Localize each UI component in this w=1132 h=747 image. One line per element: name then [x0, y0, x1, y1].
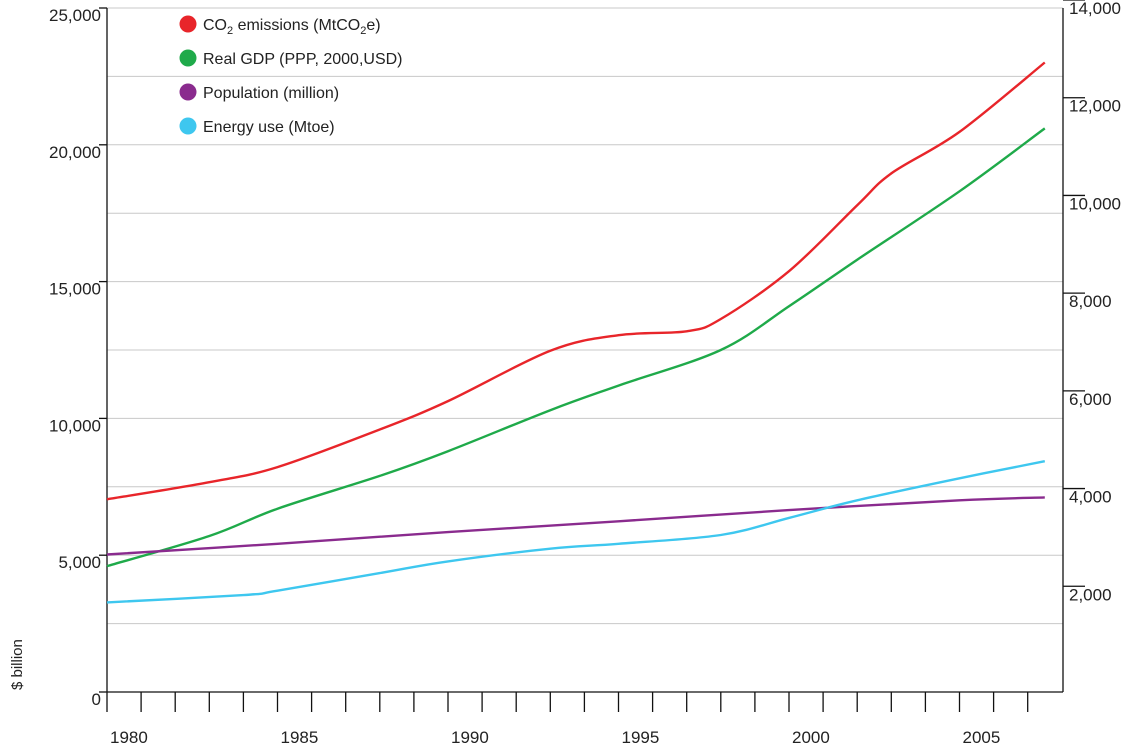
series-line-2	[106, 127, 1046, 568]
series-lines	[106, 61, 1046, 604]
legend-label-2: Real GDP (PPP, 2000,USD)	[203, 51, 403, 68]
y-axis-label: $ billion	[9, 639, 26, 690]
legend-marker-1	[179, 15, 197, 33]
legend-label-part: CO	[203, 17, 227, 34]
left-tick-label: 20,000	[49, 143, 101, 162]
right-tick-label: 2,000	[1069, 585, 1112, 604]
x-tick-label: 1990	[451, 728, 489, 747]
legend-marker-2	[179, 49, 197, 67]
legend-label-4: Energy use (Mtoe)	[203, 119, 335, 136]
series-line-4	[106, 460, 1046, 604]
legend-label-part: e)	[366, 17, 380, 34]
left-tick-label: 0	[92, 690, 101, 709]
legend-marker-4	[179, 117, 197, 135]
x-tick-label: 2000	[792, 728, 830, 747]
ticks: 0 5,000 10,000 15,000 20,000 25,000 2,000 4,000…	[49, 0, 1121, 747]
left-tick-label: 10,000	[49, 416, 101, 435]
right-tick-label: 10,000	[1069, 194, 1121, 213]
right-tick-label: 12,000	[1069, 97, 1121, 116]
legend-label-1: CO2 emissions (MtCO2e)	[203, 17, 381, 37]
legend-label-3: Population (million)	[203, 85, 339, 102]
right-tick-label: 4,000	[1069, 488, 1112, 507]
legend: CO2 emissions (MtCO2e)Real GDP (PPP, 200…	[179, 15, 403, 136]
x-tick-label: 1985	[281, 728, 319, 747]
left-tick-label: 15,000	[49, 280, 101, 299]
legend-label-part: emissions (MtCO	[233, 17, 360, 34]
right-tick-label: 6,000	[1069, 390, 1112, 409]
x-tick-label: 1995	[622, 728, 660, 747]
legend-marker-3	[179, 83, 197, 101]
x-tick-label: 1980	[110, 728, 148, 747]
right-tick-label: 14,000	[1069, 0, 1121, 18]
x-tick-label: 2005	[963, 728, 1001, 747]
right-tick-label: 8,000	[1069, 292, 1112, 311]
grid-lines	[107, 7, 1063, 625]
legend-label-part: 2	[360, 25, 366, 37]
series-line-1	[106, 61, 1046, 501]
left-tick-label: 25,000	[49, 6, 101, 25]
series-line-3	[106, 496, 1045, 556]
left-tick-label: 5,000	[58, 553, 101, 572]
legend-label-part: 2	[227, 25, 233, 37]
